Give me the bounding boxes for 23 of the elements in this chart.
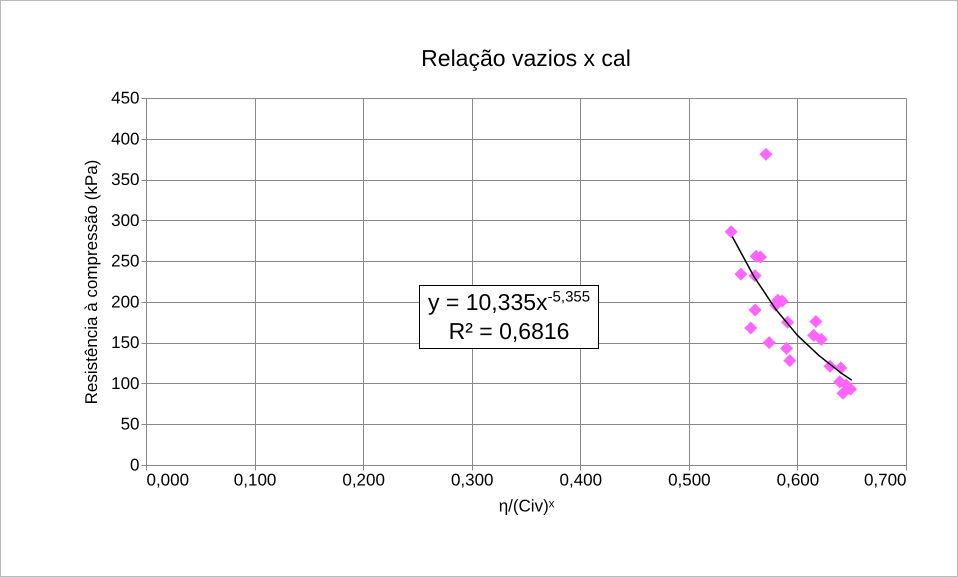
x-tick-label: 0,100 xyxy=(234,470,276,490)
x-tick-label: 0,000 xyxy=(146,470,190,490)
chart-title: Relação vazios x cal xyxy=(421,45,631,71)
y-tick-label: 0 xyxy=(130,456,140,474)
x-tick-label: 0,300 xyxy=(450,470,494,490)
y-tick-label: 350 xyxy=(111,170,140,190)
y-tick-label: 150 xyxy=(111,333,140,352)
y-tick-label: 100 xyxy=(111,374,140,393)
y-tick-label: 250 xyxy=(111,252,140,271)
x-tick-label: 0,200 xyxy=(342,470,385,490)
y-axis-title: Resistência à compressão (kPa) xyxy=(82,160,102,404)
y-tick-label: 200 xyxy=(111,292,140,312)
y-tick-label: 50 xyxy=(120,414,140,434)
x-tick-label: 0,400 xyxy=(560,470,602,490)
y-tick-label: 450 xyxy=(111,88,140,108)
x-axis-title: η/(Civ)ˣ xyxy=(498,496,555,516)
x-tick-label: 0,600 xyxy=(776,470,820,490)
y-tick-label: 300 xyxy=(111,210,140,230)
annotation: R² = 0,6816 xyxy=(448,318,570,344)
y-tick-label: 400 xyxy=(111,129,140,148)
annotation: y = 10,335x$^{-5,355}$ xyxy=(428,288,590,315)
x-tick-label: 0,500 xyxy=(668,470,711,490)
x-tick-label: 0,700 xyxy=(864,470,906,490)
